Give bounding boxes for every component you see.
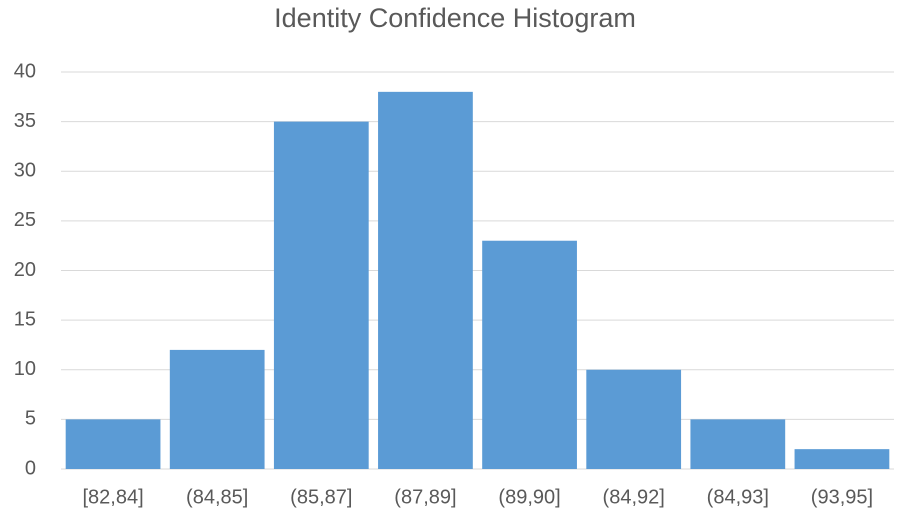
x-tick-label: (84,93] <box>707 486 769 508</box>
x-tick-label: (85,87] <box>290 486 352 508</box>
x-tick-label: [82,84] <box>82 486 143 508</box>
bar <box>690 419 786 469</box>
bar <box>378 91 473 469</box>
x-tick-label: (87,89] <box>394 486 456 508</box>
x-tick-label: (89,90] <box>498 486 560 508</box>
bar <box>273 121 369 469</box>
y-tick-label: 25 <box>14 209 36 231</box>
chart-title: Identity Confidence Histogram <box>274 3 636 33</box>
bar <box>169 349 265 469</box>
x-tick-label: (84,92] <box>603 486 665 508</box>
y-tick-label: 30 <box>14 160 36 182</box>
y-tick-label: 20 <box>14 259 36 281</box>
y-tick-label: 15 <box>14 308 36 330</box>
x-tick-label: (93,95] <box>811 486 873 508</box>
bar <box>586 369 682 469</box>
y-tick-label: 35 <box>14 110 36 132</box>
bar <box>482 240 577 469</box>
x-tick-label: (84,85] <box>186 486 248 508</box>
bar <box>65 419 161 469</box>
y-tick-label: 40 <box>14 60 36 82</box>
y-tick-label: 5 <box>25 408 36 430</box>
y-tick-label: 10 <box>14 358 36 380</box>
bar <box>794 449 890 469</box>
y-tick-label: 0 <box>25 457 36 479</box>
